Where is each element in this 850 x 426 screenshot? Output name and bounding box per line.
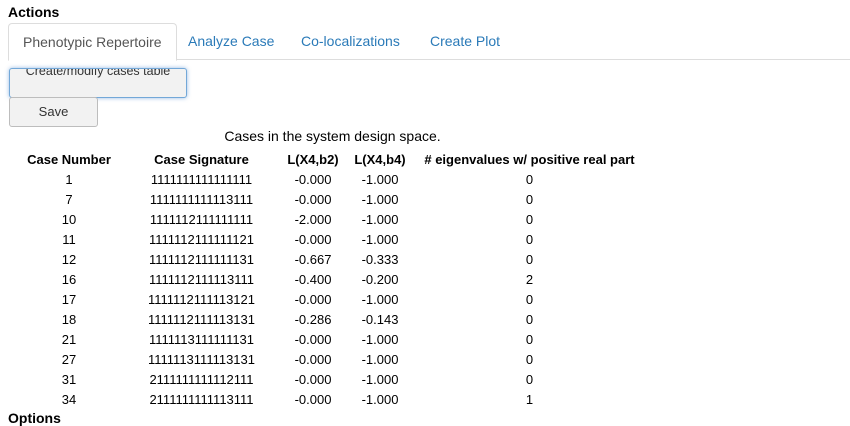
- cell-l-x4-b4: -0.143: [361, 311, 399, 327]
- cell-case-signature: 1111111111113111: [149, 191, 254, 207]
- cell-eigenvalues: 0: [525, 231, 534, 247]
- options-heading: Options: [8, 410, 61, 426]
- cell-case-number: 16: [61, 271, 77, 287]
- cell-case-signature: 1111112111111131: [148, 251, 255, 267]
- cell-l-x4-b2: -0.000: [294, 171, 332, 187]
- cell-case-number: 12: [61, 251, 77, 267]
- table-row: 1 1111111111111111 -0.000 -1.000 0: [14, 169, 646, 189]
- cell-l-x4-b4: -1.000: [361, 291, 399, 307]
- cell-case-number: 10: [61, 211, 77, 227]
- cell-eigenvalues: 0: [525, 171, 534, 187]
- table-row: 12 1111112111111131 -0.667 -0.333 0: [14, 249, 646, 269]
- save-table-button[interactable]: Save Table: [9, 97, 98, 127]
- cell-l-x4-b2: -0.000: [294, 351, 332, 367]
- cell-case-number: 21: [61, 331, 77, 347]
- cell-l-x4-b4: -0.200: [361, 271, 399, 287]
- header-eigenvalues: # eigenvalues w/ positive real part: [424, 151, 635, 167]
- cell-case-signature: 1111112111113121: [148, 291, 255, 307]
- cell-eigenvalues: 0: [525, 371, 534, 387]
- cell-l-x4-b4: -0.333: [361, 251, 399, 267]
- header-l-x4-b2: L(X4,b2): [287, 151, 339, 167]
- cell-eigenvalues: 0: [525, 331, 534, 347]
- cell-eigenvalues: 0: [525, 251, 534, 267]
- cell-case-signature: 1111112111111111: [149, 211, 254, 227]
- cell-l-x4-b2: -0.286: [294, 311, 332, 327]
- tab-analyze-case[interactable]: Analyze Case: [188, 33, 275, 49]
- cell-case-signature: 2111111111112111: [149, 371, 254, 387]
- cell-l-x4-b2: -0.000: [294, 191, 332, 207]
- cell-l-x4-b2: -0.000: [294, 231, 332, 247]
- cell-l-x4-b4: -1.000: [361, 231, 399, 247]
- actions-heading: Actions: [8, 4, 60, 20]
- cell-l-x4-b4: -1.000: [361, 391, 399, 407]
- cell-case-number: 17: [61, 291, 77, 307]
- table-row: 11 1111112111111121 -0.000 -1.000 0: [14, 229, 646, 249]
- cell-l-x4-b2: -0.000: [294, 291, 332, 307]
- table-row: 21 1111113111111131 -0.000 -1.000 0: [14, 329, 646, 349]
- cell-case-signature: 1111112111113111: [148, 271, 255, 287]
- cell-case-signature: 1111113111113131: [148, 351, 255, 367]
- cell-case-number: 31: [61, 371, 77, 387]
- tab-bar: Phenotypic Repertoire Analyze Case Co-lo…: [8, 23, 850, 61]
- table-row: 17 1111112111113121 -0.000 -1.000 0: [14, 289, 646, 309]
- tab-phenotypic-repertoire[interactable]: Phenotypic Repertoire: [8, 23, 177, 61]
- table-row: 18 1111112111113131 -0.286 -0.143 0: [14, 309, 646, 329]
- cell-l-x4-b2: -0.400: [294, 271, 332, 287]
- tab-co-localizations[interactable]: Co-localizations: [301, 33, 400, 49]
- cell-l-x4-b4: -1.000: [361, 371, 399, 387]
- cell-l-x4-b2: -0.000: [294, 391, 332, 407]
- header-l-x4-b4: L(X4,b4): [354, 151, 406, 167]
- cell-l-x4-b2: -2.000: [294, 211, 332, 227]
- cell-eigenvalues: 1: [525, 391, 534, 407]
- cell-l-x4-b2: -0.667: [294, 251, 332, 267]
- cell-case-number: 34: [61, 391, 77, 407]
- cell-case-signature: 1111111111111111: [150, 171, 253, 187]
- cell-eigenvalues: 2: [525, 271, 534, 287]
- cell-l-x4-b4: -1.000: [361, 191, 399, 207]
- cell-l-x4-b2: -0.000: [294, 371, 332, 387]
- cell-case-signature: 2111111111113111: [149, 391, 254, 407]
- table-row: 7 1111111111113111 -0.000 -1.000 0: [14, 189, 646, 209]
- header-case-number: Case Number: [27, 151, 111, 167]
- table-row: 16 1111112111113111 -0.400 -0.200 2: [14, 269, 646, 289]
- tab-create-plot[interactable]: Create Plot: [430, 33, 501, 49]
- table-row: 31 2111111111112111 -0.000 -1.000 0: [14, 369, 646, 389]
- cell-case-signature: 1111113111111131: [148, 331, 255, 347]
- cell-l-x4-b4: -1.000: [361, 331, 399, 347]
- table-row: 27 1111113111113131 -0.000 -1.000 0: [14, 349, 646, 369]
- cell-l-x4-b4: -1.000: [361, 171, 399, 187]
- cell-case-signature: 1111112111113131: [148, 311, 255, 327]
- table-row: 10 1111112111111111 -2.000 -1.000 0: [14, 209, 646, 229]
- header-case-signature: Case Signature: [154, 151, 249, 167]
- cell-eigenvalues: 0: [525, 211, 534, 227]
- cell-case-number: 11: [62, 231, 76, 247]
- cell-case-number: 7: [65, 191, 73, 207]
- cell-l-x4-b2: -0.000: [294, 331, 332, 347]
- cell-eigenvalues: 0: [525, 311, 534, 327]
- table-row: 34 2111111111113111 -0.000 -1.000 1: [14, 389, 646, 409]
- cell-eigenvalues: 0: [525, 351, 534, 367]
- cell-case-number: 27: [61, 351, 77, 367]
- table-caption: Cases in the system design space.: [224, 128, 441, 144]
- cell-l-x4-b4: -1.000: [361, 351, 399, 367]
- cell-eigenvalues: 0: [525, 191, 534, 207]
- cell-eigenvalues: 0: [525, 291, 534, 307]
- cell-l-x4-b4: -1.000: [361, 211, 399, 227]
- create-modify-label: Create/modify cases table: [25, 68, 171, 78]
- cell-case-number: 18: [61, 311, 77, 327]
- create-modify-cases-table-button[interactable]: Create/modify cases table: [9, 68, 187, 98]
- cell-case-number: 1: [65, 171, 73, 187]
- cases-table: Case Number Case Signature L(X4,b2) L(X4…: [14, 149, 646, 409]
- cell-case-signature: 1111112111111121: [148, 231, 255, 247]
- table-header-row: Case Number Case Signature L(X4,b2) L(X4…: [14, 149, 646, 169]
